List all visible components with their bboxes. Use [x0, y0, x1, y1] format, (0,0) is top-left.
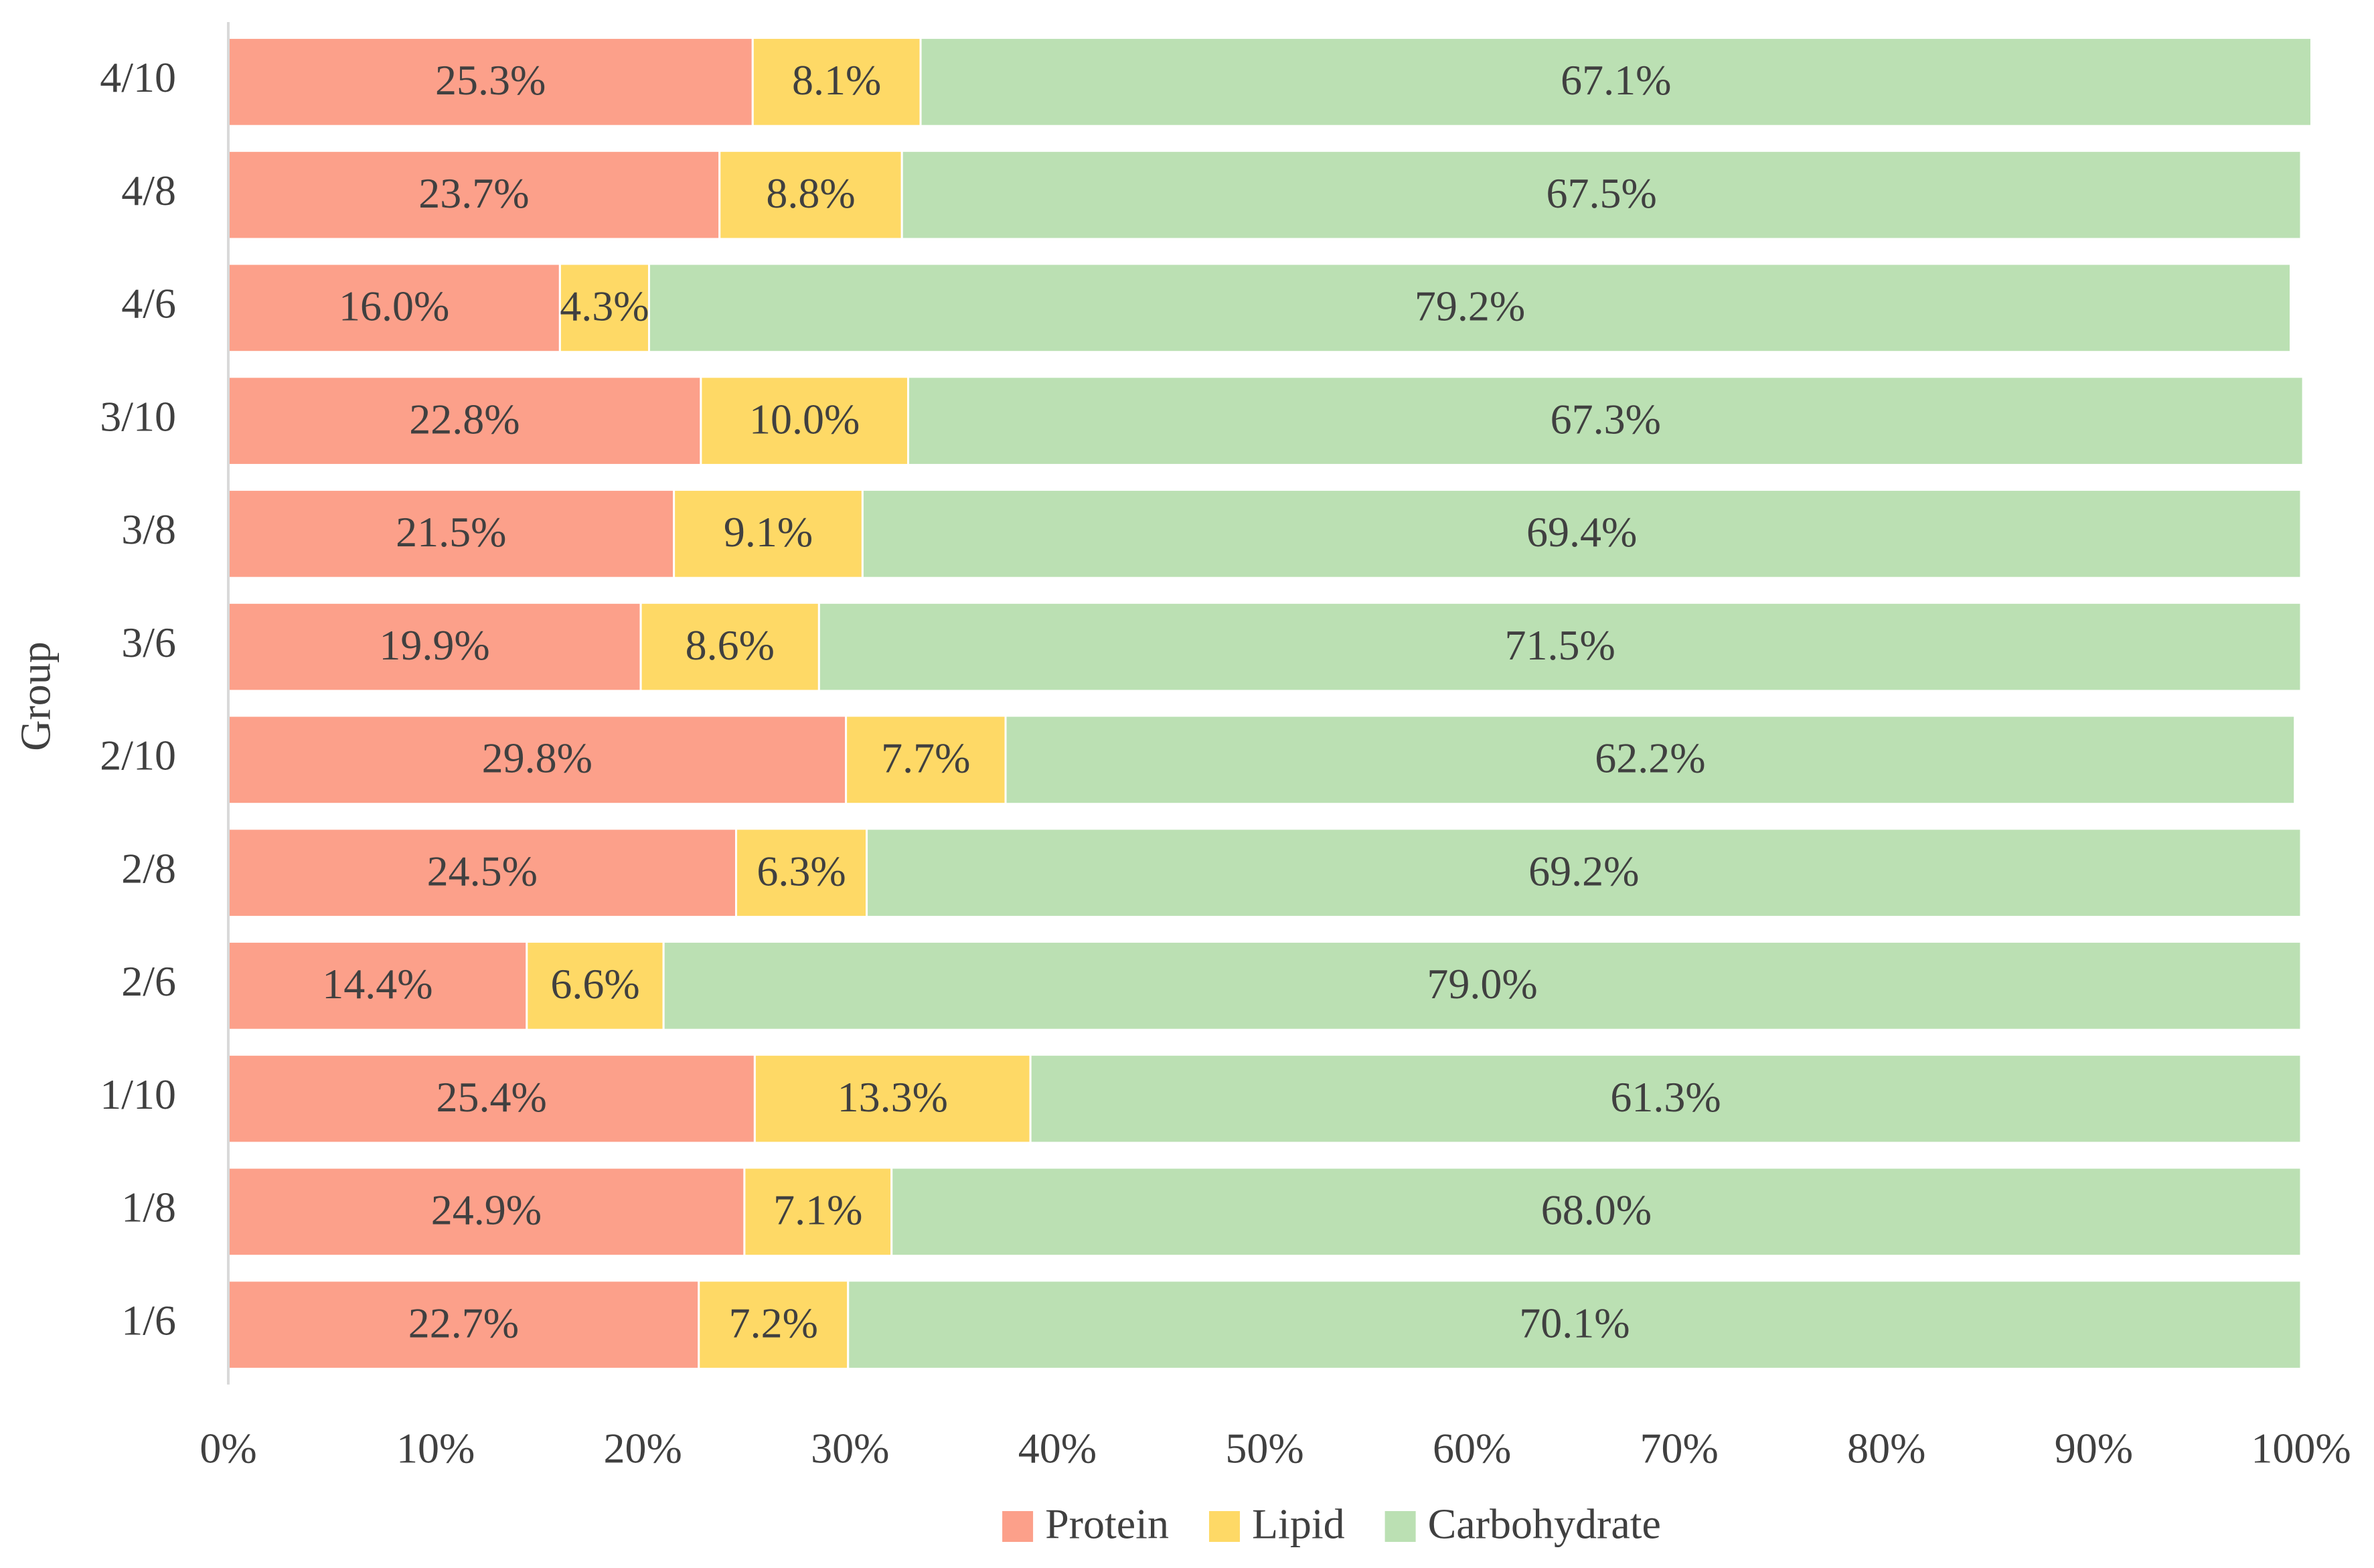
data-label: 25.3% — [435, 56, 546, 104]
x-tick-label: 40% — [1018, 1425, 1097, 1472]
data-label: 21.5% — [396, 508, 506, 556]
y-tick-label: 2/10 — [100, 732, 176, 779]
legend-label: Carbohydrate — [1428, 1500, 1661, 1548]
x-tick-label: 30% — [811, 1425, 889, 1472]
y-axis-label: Group — [12, 641, 60, 751]
legend-swatch — [1002, 1511, 1033, 1542]
y-tick-label: 2/6 — [121, 957, 176, 1005]
data-label: 24.5% — [427, 847, 538, 894]
data-label: 8.8% — [766, 169, 855, 217]
y-tick-label: 4/10 — [100, 54, 176, 101]
data-label: 7.2% — [729, 1299, 818, 1346]
x-tick-label: 10% — [396, 1425, 475, 1472]
data-label: 69.4% — [1526, 508, 1637, 556]
data-label: 16.0% — [339, 283, 449, 330]
legend-swatch — [1385, 1511, 1416, 1542]
data-label: 22.7% — [408, 1299, 519, 1346]
y-tick-label: 1/10 — [100, 1071, 176, 1118]
legend-label: Protein — [1045, 1500, 1169, 1548]
data-label: 70.1% — [1519, 1299, 1630, 1346]
x-tick-label: 50% — [1225, 1425, 1303, 1472]
data-label: 22.8% — [409, 395, 520, 443]
data-label: 13.3% — [838, 1073, 948, 1121]
data-label: 10.0% — [749, 395, 860, 443]
data-label: 19.9% — [379, 621, 489, 669]
data-label: 9.1% — [724, 508, 813, 556]
y-tick-label: 3/10 — [100, 392, 176, 440]
x-tick-label: 100% — [2251, 1425, 2351, 1472]
data-label: 62.2% — [1595, 734, 1705, 782]
x-tick-label: 0% — [200, 1425, 256, 1472]
legend-label: Lipid — [1252, 1500, 1345, 1548]
data-label: 14.4% — [322, 960, 432, 1008]
legend-swatch — [1209, 1511, 1240, 1542]
x-tick-label: 60% — [1433, 1425, 1511, 1472]
data-label: 6.3% — [757, 847, 846, 894]
y-tick-label: 4/8 — [121, 167, 176, 214]
data-label: 8.1% — [792, 56, 881, 104]
data-label: 68.0% — [1541, 1186, 1652, 1234]
data-label: 25.4% — [437, 1073, 547, 1121]
y-tick-label: 1/8 — [121, 1184, 176, 1231]
data-label: 67.5% — [1546, 169, 1656, 217]
data-label: 23.7% — [418, 169, 529, 217]
x-tick-label: 20% — [604, 1425, 682, 1472]
data-label: 67.3% — [1551, 395, 1661, 443]
data-label: 79.0% — [1427, 960, 1537, 1008]
data-label: 71.5% — [1505, 621, 1615, 669]
y-tick-label: 1/6 — [121, 1296, 176, 1344]
y-tick-label: 2/8 — [121, 844, 176, 892]
data-label: 29.8% — [482, 734, 592, 782]
data-label: 24.9% — [431, 1186, 542, 1234]
data-label: 7.1% — [773, 1186, 862, 1234]
x-tick-label: 90% — [2055, 1425, 2133, 1472]
y-tick-label: 3/8 — [121, 505, 176, 553]
x-tick-label: 70% — [1640, 1425, 1719, 1472]
data-label: 6.6% — [550, 960, 639, 1008]
data-label: 69.2% — [1528, 847, 1639, 894]
x-tick-label: 80% — [1847, 1425, 1925, 1472]
data-label: 4.3% — [560, 283, 649, 330]
y-tick-label: 4/6 — [121, 280, 176, 327]
data-label: 8.6% — [686, 621, 775, 669]
data-label: 61.3% — [1610, 1073, 1721, 1121]
data-label: 79.2% — [1415, 283, 1525, 330]
data-label: 7.7% — [881, 734, 970, 782]
y-tick-label: 3/6 — [121, 619, 176, 666]
data-label: 67.1% — [1561, 56, 1671, 104]
